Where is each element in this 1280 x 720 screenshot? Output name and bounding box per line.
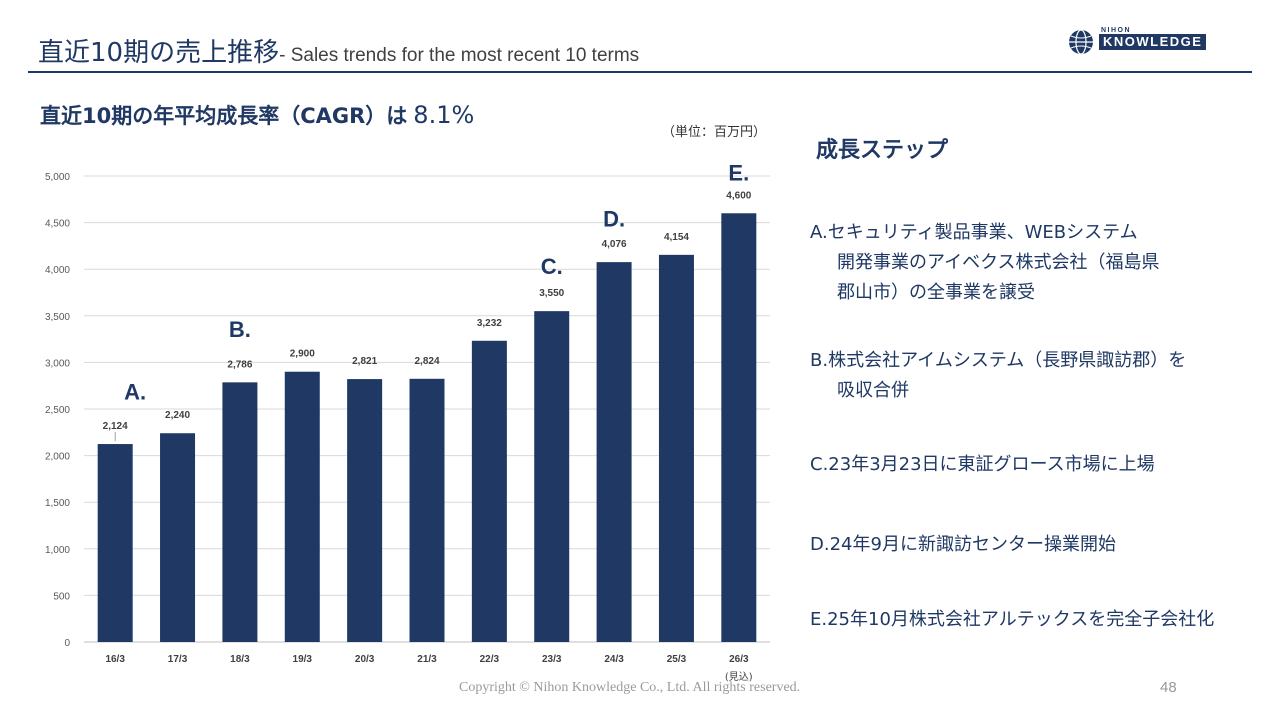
step-d-head: D. [810, 534, 830, 555]
y-tick-label: 2,500 [45, 405, 70, 416]
y-tick-label: 1,500 [45, 498, 70, 509]
y-tick-label: 4,000 [45, 265, 70, 276]
data-label: 2,900 [290, 349, 315, 360]
page-title-jp: 直近10期の売上推移 [38, 38, 280, 68]
milestone-label: E. [728, 161, 749, 186]
page-title: 直近10期の売上推移- Sales trends for the most re… [38, 32, 639, 69]
x-tick-label: 23/3 [542, 654, 562, 665]
step-a: A.セキュリティ製品事業、WEBシステム 開発事業のアイベクス株式会社（福島県 … [810, 218, 1160, 308]
step-e: E.25年10月株式会社アルテックスを完全子会社化 [810, 605, 1214, 635]
bar [596, 262, 632, 642]
step-a-head: A. [810, 222, 828, 243]
step-c-line-1: 23年3月23日に東証グロース市場に上場 [828, 454, 1155, 475]
data-label: 2,786 [227, 359, 252, 370]
bar [721, 213, 757, 642]
step-a-line-1: セキュリティ製品事業、WEBシステム [827, 222, 1138, 243]
bar [534, 311, 570, 642]
y-tick-label: 0 [64, 638, 70, 649]
bar [160, 433, 196, 642]
step-e-line-1: 25年10月株式会社アルテックスを完全子会社化 [827, 609, 1215, 630]
bar [97, 444, 133, 642]
page-title-en: - Sales trends for the most recent 10 te… [279, 45, 640, 66]
data-label: 4,076 [602, 239, 627, 250]
x-tick-label: 25/3 [667, 654, 687, 665]
step-e-head: E. [810, 609, 828, 630]
bar [222, 382, 258, 642]
x-tick-label: 18/3 [230, 654, 250, 665]
cagr-headline: 直近10期の年平均成長率（CAGR）は 8.1% [40, 100, 474, 130]
y-tick-label: 1,000 [45, 545, 70, 556]
page-number: 48 [1160, 679, 1177, 696]
data-label: 2,124 [103, 421, 128, 432]
bar [347, 379, 383, 642]
y-tick-label: 2,000 [45, 452, 70, 463]
data-label: 4,600 [726, 190, 751, 201]
bar [284, 371, 320, 642]
x-tick-label: 16/3 [105, 654, 125, 665]
step-d-line-1: 24年9月に新諏訪センター操業開始 [829, 534, 1116, 555]
x-tick-label: 26/3 [729, 654, 749, 665]
step-a-line-2: 開発事業のアイベクス株式会社（福島県 [837, 252, 1160, 273]
milestone-label: D. [603, 206, 625, 231]
header-divider [28, 71, 1252, 73]
x-tick-sublabel: (見込) [725, 671, 753, 683]
step-c-head: C. [810, 454, 829, 475]
logo-main-text: KNOWLEDGE [1099, 34, 1207, 50]
data-label: 3,550 [539, 288, 564, 299]
sales-bar-chart: 0 500 1,000 1,500 2,000 2,500 3,000 3,500 4,000 4… [45, 161, 770, 683]
milestone-label: B. [229, 317, 251, 342]
y-tick-label: 500 [53, 591, 70, 602]
step-b-line-1: 株式会社アイムシステム（長野県諏訪郡）を [828, 350, 1187, 371]
y-tick-label: 3,500 [45, 312, 70, 323]
step-a-line-3: 郡山市）の全事業を譲受 [837, 282, 1035, 303]
company-logo: NIHON KNOWLEDGE [1068, 26, 1240, 60]
x-tick-label: 21/3 [417, 654, 437, 665]
x-tick-label: 24/3 [604, 654, 624, 665]
x-tick-label: 19/3 [293, 654, 313, 665]
data-label: 2,240 [165, 410, 190, 421]
step-b-line-2: 吸収合併 [837, 380, 909, 401]
steps-title: 成長ステップ [816, 138, 949, 163]
cagr-label: 直近10期の年平均成長率（CAGR）は [40, 104, 408, 128]
y-tick-label: 3,000 [45, 358, 70, 369]
x-tick-label: 20/3 [355, 654, 375, 665]
bar [471, 340, 507, 642]
y-tick-label: 5,000 [45, 172, 70, 183]
unit-label: （単位：百万円） [662, 125, 767, 140]
cagr-value: 8.1% [413, 101, 475, 129]
data-label: 4,154 [664, 232, 689, 243]
step-b-head: B. [810, 350, 829, 371]
data-label: 3,232 [477, 318, 502, 329]
data-label: 2,821 [352, 356, 377, 367]
logo-top-text: NIHON [1101, 27, 1132, 34]
step-c: C.23年3月23日に東証グロース市場に上場 [810, 450, 1155, 480]
step-d: D.24年9月に新諏訪センター操業開始 [810, 530, 1116, 560]
globe-icon [1069, 29, 1093, 55]
copyright: Copyright © Nihon Knowledge Co., Ltd. Al… [459, 680, 801, 695]
data-label: 2,824 [414, 356, 439, 367]
x-tick-label: 17/3 [168, 654, 188, 665]
step-b: B.株式会社アイムシステム（長野県諏訪郡）を 吸収合併 [810, 346, 1186, 406]
bar [409, 378, 445, 642]
milestone-label: C. [541, 254, 563, 279]
bar [658, 254, 694, 642]
milestone-label: A. [124, 380, 146, 405]
x-tick-label: 22/3 [480, 654, 500, 665]
y-tick-label: 4,500 [45, 219, 70, 230]
